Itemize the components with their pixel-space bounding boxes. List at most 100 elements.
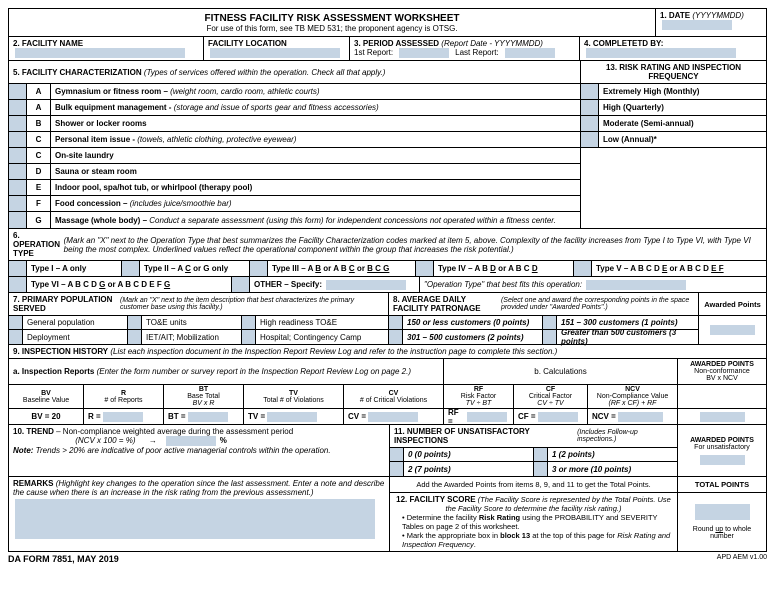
- pat-2: 151 – 300 customers (1 points): [561, 318, 678, 327]
- ui-check-2[interactable]: [534, 448, 548, 461]
- vr-bv: BV = 20: [31, 412, 60, 421]
- pp-check-4[interactable]: [128, 330, 142, 344]
- fc-check-4[interactable]: [9, 148, 27, 163]
- pp-check-0[interactable]: [9, 316, 23, 329]
- cf-input[interactable]: [538, 412, 578, 422]
- fc-check-8[interactable]: [9, 212, 27, 228]
- fc-code-2: B: [27, 116, 51, 131]
- awarded-points-8-input[interactable]: [710, 325, 755, 335]
- hc-rff: TV ÷ BT: [466, 400, 492, 407]
- total-points-input[interactable]: [695, 504, 750, 520]
- date-input[interactable]: [662, 20, 732, 30]
- ot-check-2[interactable]: [122, 261, 140, 276]
- vr-bt: BT =: [168, 412, 186, 421]
- fc-check-1[interactable]: [9, 100, 27, 115]
- last-report-label: Last Report:: [455, 48, 499, 58]
- form-container: FITNESS FACILITY RISK ASSESSMENT WORKSHE…: [8, 8, 767, 552]
- s9-sub: (List each inspection document in the In…: [110, 347, 557, 356]
- pat-0: 150 or less customers (0 points): [407, 318, 529, 327]
- fc-code-0: A: [27, 84, 51, 99]
- ot-check-6[interactable]: [9, 277, 27, 292]
- ncv-input[interactable]: [618, 412, 663, 422]
- awarded-points-9-input[interactable]: [700, 412, 745, 422]
- pp-check-5[interactable]: [242, 330, 256, 344]
- rr-check-2[interactable]: [581, 116, 599, 131]
- fc-check-0[interactable]: [9, 84, 27, 99]
- facility-location-label: FACILITY LOCATION: [208, 39, 287, 48]
- ot-other-input[interactable]: [326, 280, 406, 290]
- ui-check-3[interactable]: [534, 462, 548, 476]
- s13-label: 13. RISK RATING AND INSPECTION FREQUENCY: [581, 61, 766, 83]
- s12-label: 12. FACILITY SCORE: [396, 495, 475, 504]
- pat-check-2[interactable]: [543, 316, 557, 329]
- vr-rf: RF =: [448, 408, 465, 426]
- hc-bts: Base Total: [187, 393, 220, 400]
- pat-check-1[interactable]: [389, 330, 403, 344]
- vr-cf: CF =: [518, 412, 536, 421]
- ot-check-3[interactable]: [250, 261, 268, 276]
- b1a: Determine the facility: [407, 513, 479, 522]
- hc-rs: # of Reports: [104, 397, 142, 404]
- hc-tv: TV: [289, 390, 298, 397]
- bt-input[interactable]: [188, 412, 228, 422]
- ui-check-0[interactable]: [390, 448, 404, 461]
- s9b-label: b. Calculations: [444, 359, 678, 384]
- fc-code-7: F: [27, 196, 51, 211]
- fc-check-3[interactable]: [9, 132, 27, 147]
- completed-by-input[interactable]: [586, 48, 736, 58]
- ot-check-other[interactable]: [232, 277, 250, 292]
- b2b: block 13: [500, 531, 530, 540]
- hc-btf: BV x R: [193, 400, 215, 407]
- ot-check-1[interactable]: [9, 261, 27, 276]
- cv-input[interactable]: [368, 412, 418, 422]
- remarks-input[interactable]: [15, 499, 375, 539]
- rr-check-3[interactable]: [581, 132, 599, 147]
- rr-check-1[interactable]: [581, 100, 599, 115]
- period-format: (Report Date - YYYYMMDD): [441, 39, 543, 48]
- pat-check-3[interactable]: [543, 330, 557, 344]
- ot-6: Type VI – A B C D G or A B C D E F G: [27, 277, 232, 292]
- fc-t-5: Sauna or steam room: [55, 167, 137, 176]
- fc-code-6: E: [27, 180, 51, 195]
- pat-check-0[interactable]: [389, 316, 403, 329]
- rf-input[interactable]: [467, 412, 507, 422]
- pp-check-2[interactable]: [242, 316, 256, 329]
- rr-check-0[interactable]: [581, 84, 599, 99]
- r-input[interactable]: [103, 412, 143, 422]
- fc-d-0: (weight room, cardio room, athletic cour…: [170, 87, 319, 96]
- facility-name-input[interactable]: [15, 48, 185, 58]
- fc-d-1: (storage and issue of sports gear and fi…: [174, 103, 379, 112]
- ot-check-4[interactable]: [416, 261, 434, 276]
- footer-right: APD AEM v1.00: [717, 554, 767, 564]
- date-label: 1. DATE: [660, 11, 690, 20]
- fc-check-5[interactable]: [9, 164, 27, 179]
- hc-ncv: NCV: [625, 386, 640, 393]
- s12-sub: (The Facility Score is represented by th…: [446, 495, 671, 513]
- fc-check-2[interactable]: [9, 116, 27, 131]
- pp-check-1[interactable]: [128, 316, 142, 329]
- ot-2: Type II – A C or G only: [140, 261, 250, 276]
- fc-d-8: Conduct a separate assessment (using thi…: [149, 216, 556, 225]
- last-report-input[interactable]: [505, 48, 555, 58]
- vr-cv: CV =: [348, 412, 366, 421]
- ot-best-input[interactable]: [586, 280, 686, 290]
- completed-by-label: 4. COMPLETETD BY:: [584, 39, 663, 48]
- facility-location-input[interactable]: [210, 48, 340, 58]
- tv-input[interactable]: [267, 412, 317, 422]
- awarded-points-11-input[interactable]: [700, 455, 745, 465]
- add-text: Add the Awarded Points from items 8, 9, …: [390, 477, 678, 492]
- first-report-input[interactable]: [399, 48, 449, 58]
- ui-check-1[interactable]: [390, 462, 404, 476]
- pp-check-3[interactable]: [9, 330, 23, 344]
- b2c: at the top of this page for: [530, 531, 617, 540]
- trend-input[interactable]: [166, 436, 216, 446]
- apnc-2: Non-conformance: [694, 368, 750, 375]
- pp-4: IET/AIT; Mobilization: [142, 330, 242, 344]
- fc-t-7: Food concession –: [55, 199, 127, 208]
- ot-check-5[interactable]: [574, 261, 592, 276]
- form-title: FITNESS FACILITY RISK ASSESSMENT WORKSHE…: [204, 13, 459, 24]
- fc-code-1: A: [27, 100, 51, 115]
- pp-3: Deployment: [23, 330, 128, 344]
- fc-check-6[interactable]: [9, 180, 27, 195]
- fc-check-7[interactable]: [9, 196, 27, 211]
